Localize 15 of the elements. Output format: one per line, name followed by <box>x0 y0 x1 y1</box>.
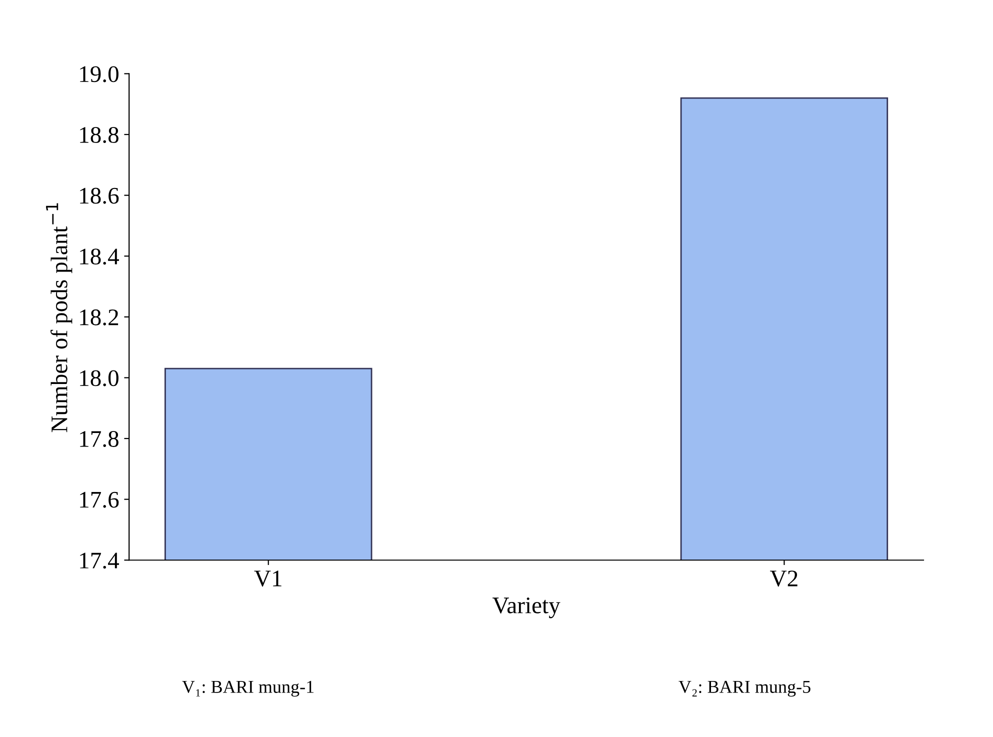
y-tick-label: 17.8 <box>80 431 118 448</box>
y-tick-label: 17.4 <box>80 552 119 569</box>
y-axis-title: Number of pods plant$^{−1}$ <box>46 203 72 432</box>
y-tick-label: 17.6 <box>80 492 119 508</box>
y-tick-label: 18.8 <box>80 126 118 144</box>
text: V₂: BARI mung-5 <box>678 680 810 697</box>
x-tick-label: V2 <box>770 570 798 587</box>
y-tick-label: 18.4 <box>80 248 119 265</box>
y-tick-label: 19.0 <box>80 66 118 82</box>
y-tick-label: 18.6 <box>80 188 119 204</box>
x-tick-label: V1 <box>254 570 282 587</box>
y-tick-label: 18.0 <box>80 370 118 386</box>
y-tick-label: 18.2 <box>80 309 118 326</box>
text: V₁: BARI mung-1 <box>182 680 314 697</box>
x-axis-title: Variety <box>492 597 560 618</box>
